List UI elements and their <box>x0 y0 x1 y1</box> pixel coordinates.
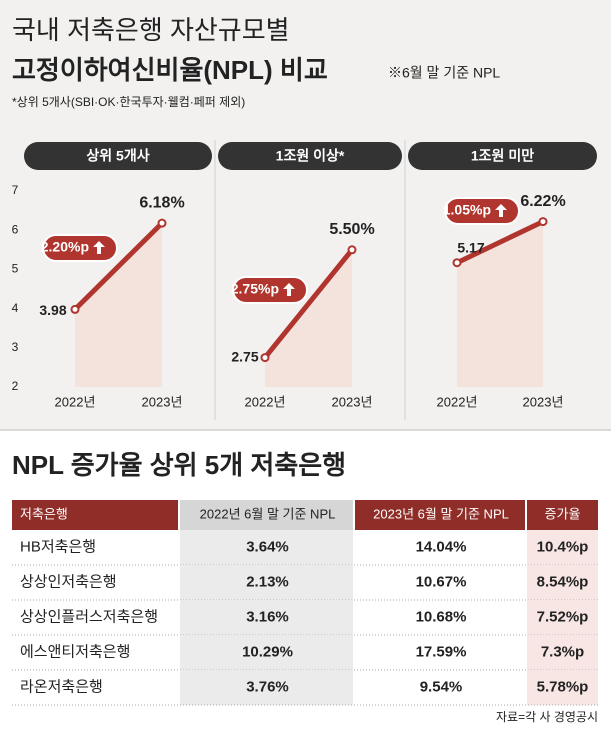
change-label: 1.05%p <box>443 202 491 218</box>
cell: 8.54%p <box>537 573 589 590</box>
cell: 상상인저축은행 <box>20 573 117 590</box>
line <box>262 247 355 361</box>
value-label: 5.17 <box>457 239 484 255</box>
x-tick-label: 2022년 <box>437 394 478 409</box>
cell: 10.67% <box>416 573 467 590</box>
area <box>265 249 352 387</box>
change-label: 2.75%p <box>231 281 279 297</box>
cell: 14.04% <box>416 538 467 555</box>
x-tick-label: 2022년 <box>245 394 286 409</box>
up-arrow <box>283 283 295 296</box>
value-label: 5.50% <box>329 221 374 238</box>
cell-bg <box>180 635 353 670</box>
cell: 라온저축은행 <box>20 678 103 695</box>
y-tick-label: 6 <box>12 222 19 236</box>
point <box>157 218 167 228</box>
panel-title: 1조원 미만 <box>471 148 534 164</box>
x-tick-label: 2023년 <box>332 394 373 409</box>
x-tick-label: 2022년 <box>55 394 96 409</box>
subnote: *상위 5개사(SBI·OK·한국투자·웰컴·페퍼 제외) <box>12 95 245 109</box>
title: 국내 저축은행 자산규모별 <box>12 15 290 45</box>
cell-bg <box>180 565 353 600</box>
area <box>75 223 162 387</box>
table-title: NPL 증가율 상위 5개 저축은행 <box>12 450 346 480</box>
value-label: 3.98 <box>39 302 66 318</box>
panel-header <box>218 142 402 170</box>
cell: 2.13% <box>246 573 289 590</box>
x-tick-label: 2023년 <box>142 394 183 409</box>
cell-bg <box>527 670 598 705</box>
cell: 10.68% <box>416 608 467 625</box>
cell: 3.64% <box>246 538 289 555</box>
cell-bg <box>527 565 598 600</box>
subtitle: 고정이하여신비율(NPL) 비교 <box>12 55 328 85</box>
y-tick-label: 5 <box>12 262 19 276</box>
cell: 7.52%p <box>537 608 589 625</box>
cell: 3.16% <box>246 608 289 625</box>
y-tick-label: 2 <box>12 379 19 393</box>
cell-bg <box>527 635 598 670</box>
cell-bg <box>180 530 353 565</box>
cell: 17.59% <box>416 643 467 660</box>
panel-header <box>24 142 212 170</box>
column-header: 2022년 6월 말 기준 NPL <box>200 506 336 521</box>
cell-bg <box>180 600 353 635</box>
cell: 3.76% <box>246 678 289 695</box>
y-tick-label: 7 <box>12 183 19 197</box>
cell: 7.3%p <box>541 643 584 660</box>
column-header: 저축은행 <box>20 506 68 521</box>
value-label: 2.75 <box>231 348 258 364</box>
x-tick-label: 2023년 <box>523 394 564 409</box>
cell: 10.29% <box>242 643 293 660</box>
header-cell <box>12 500 178 530</box>
change-label: 2.20%p <box>41 239 89 255</box>
cell: 10.4%p <box>537 538 589 555</box>
table: 저축은행 2022년 6월 말 기준 NPL 2023년 6월 말 기준 NPL 증가… <box>12 500 598 706</box>
up-arrow <box>495 204 507 217</box>
cell-bg <box>527 530 598 565</box>
point <box>452 258 462 268</box>
line <box>454 219 546 266</box>
cell: 에스앤티저축은행 <box>20 643 130 660</box>
header-cell <box>180 500 353 530</box>
up-arrow <box>93 241 105 254</box>
cell-bg <box>527 600 598 635</box>
column-header: 2023년 6월 말 기준 NPL <box>373 506 509 521</box>
area <box>457 221 543 387</box>
panel-title: 상위 5개사 <box>86 148 149 164</box>
y-tick-label: 3 <box>12 340 19 354</box>
cell: 상상인플러스저축은행 <box>20 608 158 625</box>
cell: HB저축은행 <box>20 538 96 555</box>
charts: 상위 5개사 2 3 4 5 6 7 2022년 2023년 3.98 6.18% 2.20%p 1조원… <box>12 142 597 409</box>
panel-header <box>408 142 597 170</box>
note: ※6월 말 기준 NPL <box>388 65 500 81</box>
value-label: 6.22% <box>520 193 565 210</box>
header-cell <box>355 500 525 530</box>
cell: 9.54% <box>420 678 463 695</box>
y-tick-label: 4 <box>12 301 19 315</box>
line <box>72 220 165 312</box>
point <box>70 304 80 314</box>
value-label: 6.18% <box>139 194 184 211</box>
column-header: 증가율 <box>545 506 581 521</box>
panel-title: 1조원 이상* <box>276 148 345 164</box>
header-cell <box>527 500 598 530</box>
source: 자료=각 사 경영공시 <box>496 710 598 724</box>
point <box>538 217 548 227</box>
cell: 5.78%p <box>537 678 589 695</box>
point <box>260 353 270 363</box>
point <box>347 245 357 255</box>
cell-bg <box>180 670 353 705</box>
